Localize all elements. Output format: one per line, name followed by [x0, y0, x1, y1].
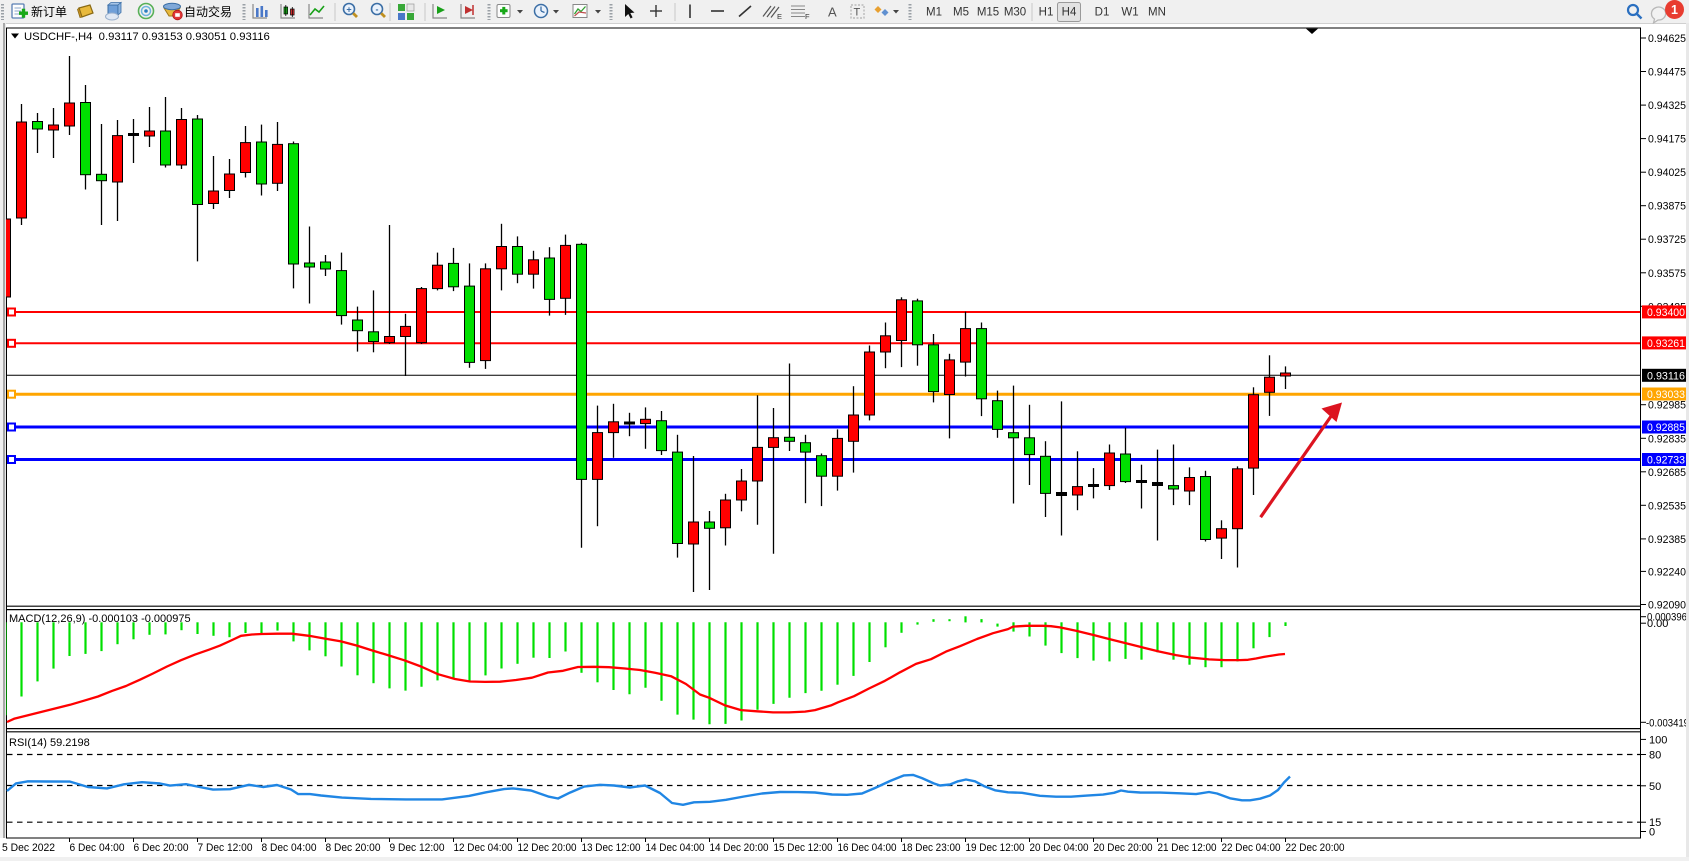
svg-text:22 Dec 04:00: 22 Dec 04:00 — [1222, 842, 1281, 854]
svg-text:21 Dec 12:00: 21 Dec 12:00 — [1158, 842, 1217, 854]
svg-text:0.94175: 0.94175 — [1648, 134, 1686, 146]
svg-text:0.92385: 0.92385 — [1648, 534, 1686, 546]
svg-text:9 Dec 12:00: 9 Dec 12:00 — [390, 842, 445, 854]
svg-text:13 Dec 12:00: 13 Dec 12:00 — [582, 842, 641, 854]
svg-text:7 Dec 12:00: 7 Dec 12:00 — [198, 842, 253, 854]
svg-text:0: 0 — [1649, 827, 1655, 839]
svg-text:6 Dec 20:00: 6 Dec 20:00 — [134, 842, 189, 854]
svg-text:5 Dec 2022: 5 Dec 2022 — [2, 842, 55, 854]
svg-text:19 Dec 12:00: 19 Dec 12:00 — [966, 842, 1025, 854]
svg-text:15 Dec 12:00: 15 Dec 12:00 — [774, 842, 833, 854]
svg-text:A: A — [828, 5, 837, 20]
svg-text:0.93116: 0.93116 — [1647, 370, 1685, 382]
svg-text:0.92685: 0.92685 — [1648, 467, 1686, 479]
svg-text:0.94475: 0.94475 — [1648, 67, 1686, 79]
svg-text:16 Dec 04:00: 16 Dec 04:00 — [838, 842, 897, 854]
svg-text:0.93033: 0.93033 — [1647, 389, 1685, 401]
svg-text:6 Dec 04:00: 6 Dec 04:00 — [70, 842, 125, 854]
svg-text:1: 1 — [1671, 3, 1678, 17]
svg-text:0.000396: 0.000396 — [1647, 612, 1687, 624]
svg-text:50: 50 — [1649, 781, 1661, 793]
svg-text:MN: MN — [1148, 7, 1166, 19]
svg-text:100: 100 — [1649, 734, 1667, 746]
svg-text:W1: W1 — [1121, 7, 1138, 19]
svg-text:H1: H1 — [1039, 7, 1054, 19]
svg-text:RSI(14) 59.2198: RSI(14) 59.2198 — [9, 737, 90, 749]
svg-text:0.93575: 0.93575 — [1648, 268, 1686, 280]
svg-text:MACD(12,26,9) -0.000103 -0.000: MACD(12,26,9) -0.000103 -0.000975 — [9, 613, 191, 625]
svg-text:0.94325: 0.94325 — [1648, 100, 1686, 112]
svg-text:80: 80 — [1649, 750, 1661, 762]
svg-text:0.92090: 0.92090 — [1648, 600, 1686, 612]
svg-text:T: T — [854, 7, 861, 19]
svg-text:14 Dec 04:00: 14 Dec 04:00 — [646, 842, 705, 854]
svg-text:0.94025: 0.94025 — [1648, 167, 1686, 179]
svg-text:20 Dec 04:00: 20 Dec 04:00 — [1030, 842, 1089, 854]
svg-text:新订单: 新订单 — [31, 4, 67, 19]
svg-text:+: + — [346, 5, 351, 15]
svg-text:D1: D1 — [1095, 7, 1110, 19]
svg-text:22 Dec 20:00: 22 Dec 20:00 — [1286, 842, 1345, 854]
svg-text:0.93400: 0.93400 — [1647, 307, 1685, 319]
svg-text:8 Dec 20:00: 8 Dec 20:00 — [326, 842, 381, 854]
svg-text:12 Dec 20:00: 12 Dec 20:00 — [518, 842, 577, 854]
svg-text:15: 15 — [1649, 817, 1661, 829]
svg-text:自动交易: 自动交易 — [184, 4, 232, 19]
svg-text:M30: M30 — [1004, 7, 1026, 19]
svg-text:-: - — [376, 5, 379, 15]
svg-text:0.92733: 0.92733 — [1647, 455, 1685, 467]
svg-text:E: E — [777, 12, 782, 21]
svg-text:20 Dec 20:00: 20 Dec 20:00 — [1094, 842, 1153, 854]
svg-text:0.92835: 0.92835 — [1648, 433, 1686, 445]
svg-text:F: F — [805, 12, 810, 21]
svg-text:0.92985: 0.92985 — [1648, 400, 1686, 412]
svg-text:M15: M15 — [977, 7, 999, 19]
svg-text:0.94625: 0.94625 — [1648, 33, 1686, 45]
svg-text:8 Dec 04:00: 8 Dec 04:00 — [262, 842, 317, 854]
svg-text:-0.003419: -0.003419 — [1646, 717, 1689, 729]
svg-text:0.93875: 0.93875 — [1648, 201, 1686, 213]
svg-text:0.92535: 0.92535 — [1648, 500, 1686, 512]
svg-text:M1: M1 — [926, 7, 942, 19]
svg-text:0.92240: 0.92240 — [1648, 566, 1686, 578]
svg-text:USDCHF-,H4 0.93117 0.93153 0.: USDCHF-,H4 0.93117 0.93153 0.93051 0.931… — [24, 31, 270, 43]
svg-text:M5: M5 — [953, 7, 969, 19]
svg-text:18 Dec 23:00: 18 Dec 23:00 — [902, 842, 961, 854]
svg-text:0.92885: 0.92885 — [1647, 422, 1685, 434]
svg-text:0.93261: 0.93261 — [1647, 338, 1685, 350]
svg-text:H4: H4 — [1062, 7, 1077, 19]
svg-text:14 Dec 20:00: 14 Dec 20:00 — [710, 842, 769, 854]
svg-text:12 Dec 04:00: 12 Dec 04:00 — [454, 842, 513, 854]
svg-text:0.93725: 0.93725 — [1648, 234, 1686, 246]
svg-text:0.00: 0.00 — [1647, 618, 1668, 630]
